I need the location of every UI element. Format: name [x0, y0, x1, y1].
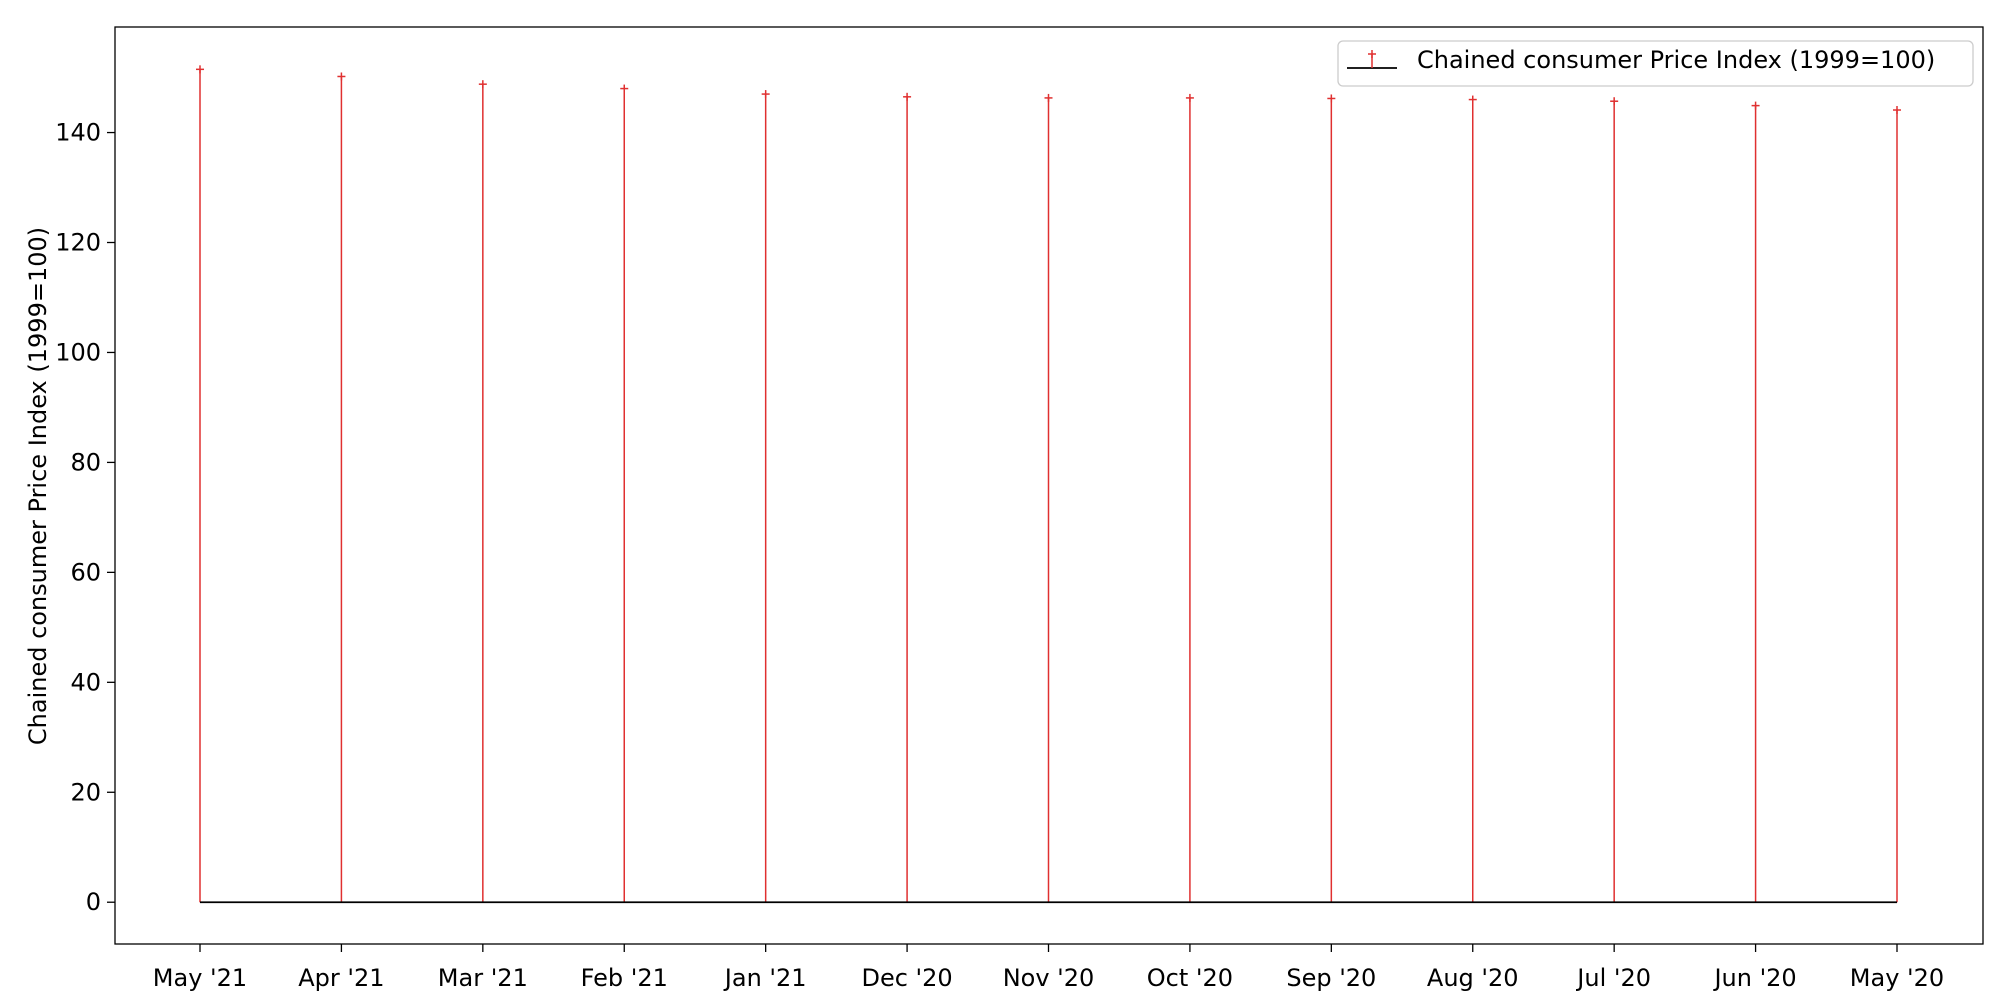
- y-tick-label: 20: [70, 778, 101, 806]
- legend: Chained consumer Price Index (1999=100): [1337, 40, 1974, 87]
- legend-box: [1337, 40, 1974, 87]
- x-tick-label: Aug '20: [1427, 964, 1519, 992]
- x-tick-label: Jan '21: [723, 964, 807, 992]
- y-tick-label: 80: [70, 448, 101, 476]
- y-axis-title: Chained consumer Price Index (1999=100): [24, 227, 52, 745]
- x-tick-label: Sep '20: [1286, 964, 1376, 992]
- y-axis: 0 20 40 60 80 100 120 140: [55, 119, 115, 916]
- x-tick-label: May '20: [1850, 964, 1944, 992]
- x-tick-label: Oct '20: [1147, 964, 1233, 992]
- y-tick-label: 100: [55, 338, 101, 366]
- x-tick-label: Apr '21: [298, 964, 384, 992]
- legend-label: Chained consumer Price Index (1999=100): [1417, 46, 1935, 74]
- x-tick-label: Dec '20: [861, 964, 952, 992]
- x-tick-label: Mar '21: [438, 964, 528, 992]
- stem-series: [196, 65, 1901, 903]
- y-tick-label: 140: [55, 119, 101, 147]
- y-tick-label: 120: [55, 229, 101, 257]
- x-tick-label: May '21: [153, 964, 247, 992]
- x-axis: May '21 Apr '21 Mar '21 Feb '21 Jan '21 Dec '…: [153, 944, 1944, 992]
- y-tick-label: 40: [70, 668, 101, 696]
- x-tick-label: Jun '20: [1712, 964, 1796, 992]
- y-tick-label: 60: [70, 558, 101, 586]
- x-tick-label: Jul '20: [1575, 964, 1651, 992]
- x-tick-label: Nov '20: [1003, 964, 1095, 992]
- y-tick-label: 0: [86, 888, 101, 916]
- x-tick-label: Feb '21: [581, 964, 668, 992]
